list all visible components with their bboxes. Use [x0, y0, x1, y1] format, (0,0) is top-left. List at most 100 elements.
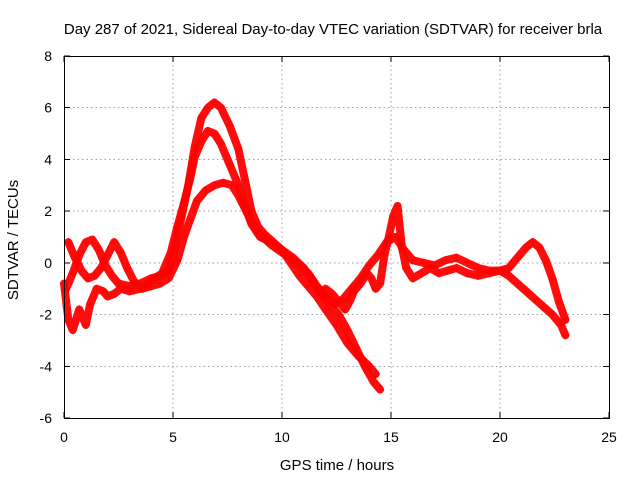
data-point	[360, 362, 369, 371]
data-point	[77, 266, 86, 275]
y-axis-label: SDTVAR / TECUs	[5, 180, 22, 300]
data-point	[216, 139, 225, 148]
data-point	[179, 233, 188, 241]
x-tick-label: 5	[169, 429, 177, 445]
data-point	[504, 264, 513, 273]
data-point	[434, 269, 443, 278]
data-point	[94, 245, 103, 254]
data-point	[334, 297, 343, 306]
tick-labels: 0 5 10 15 20 25 -6 -4 -2 0 2 4 6 8	[40, 48, 617, 445]
data-series	[60, 98, 570, 394]
data-point	[90, 271, 99, 280]
data-point	[247, 217, 256, 226]
data-point	[116, 248, 125, 257]
data-point	[443, 266, 452, 275]
data-point	[278, 248, 286, 257]
data-point	[197, 114, 206, 123]
data-point	[513, 279, 522, 288]
data-point	[402, 264, 411, 273]
data-point	[234, 145, 243, 154]
data-point	[485, 269, 494, 278]
data-point	[548, 274, 557, 283]
data-point	[345, 297, 354, 306]
data-point	[177, 212, 186, 221]
data-point	[88, 235, 97, 244]
data-point	[203, 103, 212, 112]
data-point	[304, 269, 313, 278]
x-tick-label: 10	[274, 429, 290, 445]
data-point	[397, 243, 406, 252]
data-point	[190, 142, 199, 151]
data-point	[384, 233, 393, 241]
data-point	[539, 302, 548, 311]
data-point	[110, 238, 119, 247]
data-point	[99, 287, 108, 296]
data-point	[389, 212, 398, 221]
data-point	[70, 253, 79, 262]
data-point	[557, 320, 566, 329]
data-point	[240, 204, 249, 213]
data-point	[328, 289, 337, 298]
data-point	[64, 238, 73, 247]
y-tick-label: 4	[44, 151, 52, 167]
data-point	[107, 271, 116, 280]
data-point	[81, 238, 90, 247]
data-point	[286, 253, 295, 262]
data-point	[343, 326, 352, 335]
data-point	[341, 305, 350, 314]
data-point	[304, 282, 313, 291]
data-point	[75, 305, 84, 314]
data-point	[147, 282, 156, 291]
y-tick-label: 2	[44, 203, 52, 219]
data-point	[352, 344, 361, 353]
data-point	[110, 289, 119, 298]
y-tick-label: 0	[44, 255, 52, 271]
data-point	[548, 310, 557, 319]
data-point	[504, 271, 513, 280]
data-point	[225, 121, 234, 130]
data-point	[256, 230, 265, 239]
data-point	[295, 261, 304, 270]
data-point	[83, 274, 92, 283]
data-point	[186, 214, 195, 223]
x-tick-label: 20	[492, 429, 508, 445]
data-point	[68, 326, 77, 335]
data-point	[62, 284, 71, 293]
data-point	[97, 264, 106, 273]
plot-area-frame	[64, 56, 610, 419]
data-point	[513, 253, 522, 262]
data-point	[530, 295, 539, 304]
data-point	[227, 181, 236, 190]
data-point	[463, 269, 472, 278]
data-point	[114, 279, 123, 288]
data-point	[474, 264, 483, 273]
data-point	[129, 276, 138, 285]
data-point	[363, 269, 372, 278]
data-point	[201, 186, 210, 195]
data-point	[332, 320, 341, 329]
data-point	[234, 191, 243, 200]
data-point	[474, 271, 483, 280]
data-point	[541, 256, 550, 265]
data-point	[528, 238, 537, 247]
data-point	[81, 320, 90, 329]
data-point	[393, 201, 402, 210]
data-point	[225, 160, 234, 169]
data-point	[452, 264, 461, 273]
y-tick-label: 8	[44, 48, 52, 64]
x-tick-label: 0	[60, 429, 68, 445]
data-point	[155, 279, 164, 288]
data-point	[210, 98, 219, 107]
chart-title: Day 287 of 2021, Sidereal Day-to-day VTE…	[64, 21, 603, 38]
data-point	[561, 315, 570, 324]
data-point	[321, 284, 330, 293]
data-point	[125, 282, 134, 291]
data-point	[92, 284, 101, 293]
x-axis-label: GPS time / hours	[280, 457, 394, 474]
data-point	[103, 251, 112, 260]
data-point	[312, 282, 321, 291]
data-point	[240, 176, 249, 185]
data-point	[535, 243, 544, 252]
data-point	[164, 274, 173, 283]
